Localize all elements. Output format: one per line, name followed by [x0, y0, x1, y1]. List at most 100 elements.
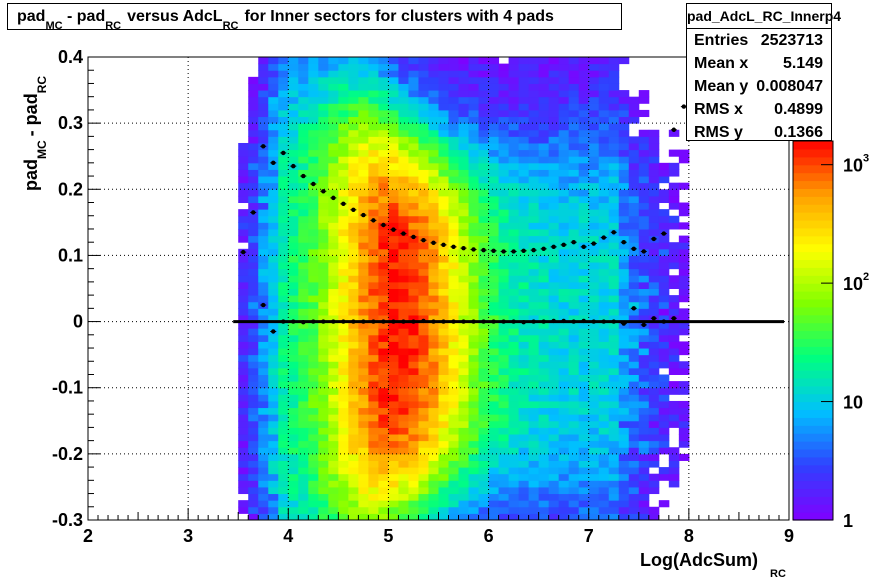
- heatmap-cell: [528, 440, 540, 448]
- heatmap-cell: [398, 314, 409, 323]
- heatmap-cell: [588, 156, 600, 164]
- heatmap-cell: [308, 354, 319, 362]
- heatmap-cell: [578, 248, 590, 256]
- heatmap-cell: [408, 314, 419, 323]
- palette-band: [793, 298, 833, 308]
- heatmap-cell: [468, 129, 480, 137]
- heatmap-cell: [258, 209, 269, 217]
- mean-profile-point: [611, 319, 616, 324]
- heatmap-cell: [578, 83, 590, 91]
- heatmap-cell: [388, 142, 399, 151]
- heatmap-cell: [278, 321, 289, 329]
- heatmap-cell: [408, 480, 419, 488]
- heatmap-cell: [508, 447, 520, 455]
- heatmap-cell: [408, 295, 419, 303]
- heatmap-cell: [338, 103, 349, 111]
- heatmap-cell: [478, 255, 490, 263]
- heatmap-cell: [638, 308, 650, 316]
- heatmap-cell: [448, 57, 460, 65]
- heatmap-cell: [398, 381, 409, 389]
- mean-profile-point: [511, 319, 516, 324]
- heatmap-cell: [238, 367, 249, 375]
- heatmap-cell: [418, 500, 429, 508]
- heatmap-cell: [298, 434, 309, 442]
- heatmap-cell: [338, 295, 349, 303]
- heatmap-cell: [538, 387, 550, 395]
- heatmap-cell: [368, 321, 379, 329]
- heatmap-cell: [428, 275, 439, 283]
- heatmap-cell: [568, 209, 580, 217]
- palette-band: [793, 346, 833, 355]
- heatmap-cell: [288, 453, 299, 461]
- heatmap-cell: [388, 96, 399, 104]
- heatmap-cell: [558, 222, 570, 230]
- heatmap-cell: [518, 486, 530, 495]
- heatmap-cell: [528, 348, 540, 356]
- heatmap-cell: [548, 328, 560, 336]
- heatmap-cell: [468, 182, 480, 190]
- heatmap-cell: [398, 394, 409, 402]
- heatmap-cell: [258, 460, 269, 468]
- heatmap-cell: [368, 109, 379, 118]
- heatmap-cell: [468, 414, 480, 422]
- heatmap-cell: [398, 334, 409, 342]
- heatmap-cell: [408, 189, 419, 197]
- heatmap-cell: [388, 129, 399, 137]
- heatmap-cell: [258, 440, 269, 448]
- heatmap-cell: [378, 189, 389, 197]
- heatmap-cell: [428, 83, 439, 91]
- heatmap-cell: [558, 308, 570, 316]
- heatmap-cell: [628, 176, 640, 184]
- heatmap-cell: [308, 129, 319, 137]
- heatmap-cell: [378, 215, 389, 223]
- heatmap-cell: [628, 162, 640, 170]
- heatmap-cell: [268, 486, 279, 495]
- heatmap-cell: [298, 96, 309, 104]
- title-versus: versus AdcL: [127, 8, 223, 25]
- heatmap-cell: [538, 367, 550, 375]
- heatmap-cell: [428, 57, 439, 65]
- heatmap-cell: [498, 414, 510, 422]
- heatmap-cell: [328, 334, 339, 342]
- heatmap-cell: [258, 341, 269, 349]
- heatmap-cell: [428, 149, 439, 157]
- heatmap-cell: [518, 334, 530, 342]
- heatmap-cell: [328, 367, 339, 375]
- heatmap-cell: [378, 387, 389, 395]
- heatmap-cell: [298, 195, 309, 204]
- heatmap-cell: [528, 493, 540, 501]
- heatmap-cell: [608, 202, 620, 210]
- heatmap-cell: [278, 301, 289, 309]
- heatmap-cell: [258, 268, 269, 276]
- heatmap-cell: [608, 116, 620, 124]
- heatmap-cell: [618, 301, 630, 309]
- heatmap-cell: [368, 281, 379, 289]
- heatmap-cell: [598, 348, 610, 356]
- heatmap-cell: [648, 420, 660, 428]
- x-tick-label: 8: [684, 526, 694, 546]
- heatmap-cell: [258, 500, 269, 508]
- heatmap-cell: [308, 513, 319, 521]
- heatmap-cell: [458, 427, 470, 435]
- heatmap-cell: [538, 374, 550, 382]
- heatmap-cell: [638, 341, 650, 349]
- heatmap-cell: [318, 321, 329, 329]
- palette-band: [793, 496, 833, 505]
- title-rest: for Inner sectors for clusters with 4 pa…: [244, 8, 554, 25]
- heatmap-cell: [488, 103, 500, 111]
- heatmap-cell: [618, 248, 630, 256]
- heatmap-cell: [278, 288, 289, 296]
- heatmap-cell: [508, 321, 520, 329]
- heatmap-cell: [578, 427, 590, 435]
- heatmap-cell: [348, 90, 359, 98]
- heatmap-cell: [398, 407, 409, 415]
- heatmap-cell: [518, 70, 530, 78]
- heatmap-cell: [268, 400, 279, 409]
- heatmap-cell: [368, 142, 379, 151]
- heatmap-cell: [488, 288, 500, 296]
- heatmap-cell: [628, 493, 640, 501]
- heatmap-cell: [618, 268, 630, 276]
- heatmap-cell: [608, 387, 620, 395]
- heatmap-cell: [498, 156, 510, 164]
- heatmap-cell: [508, 70, 520, 78]
